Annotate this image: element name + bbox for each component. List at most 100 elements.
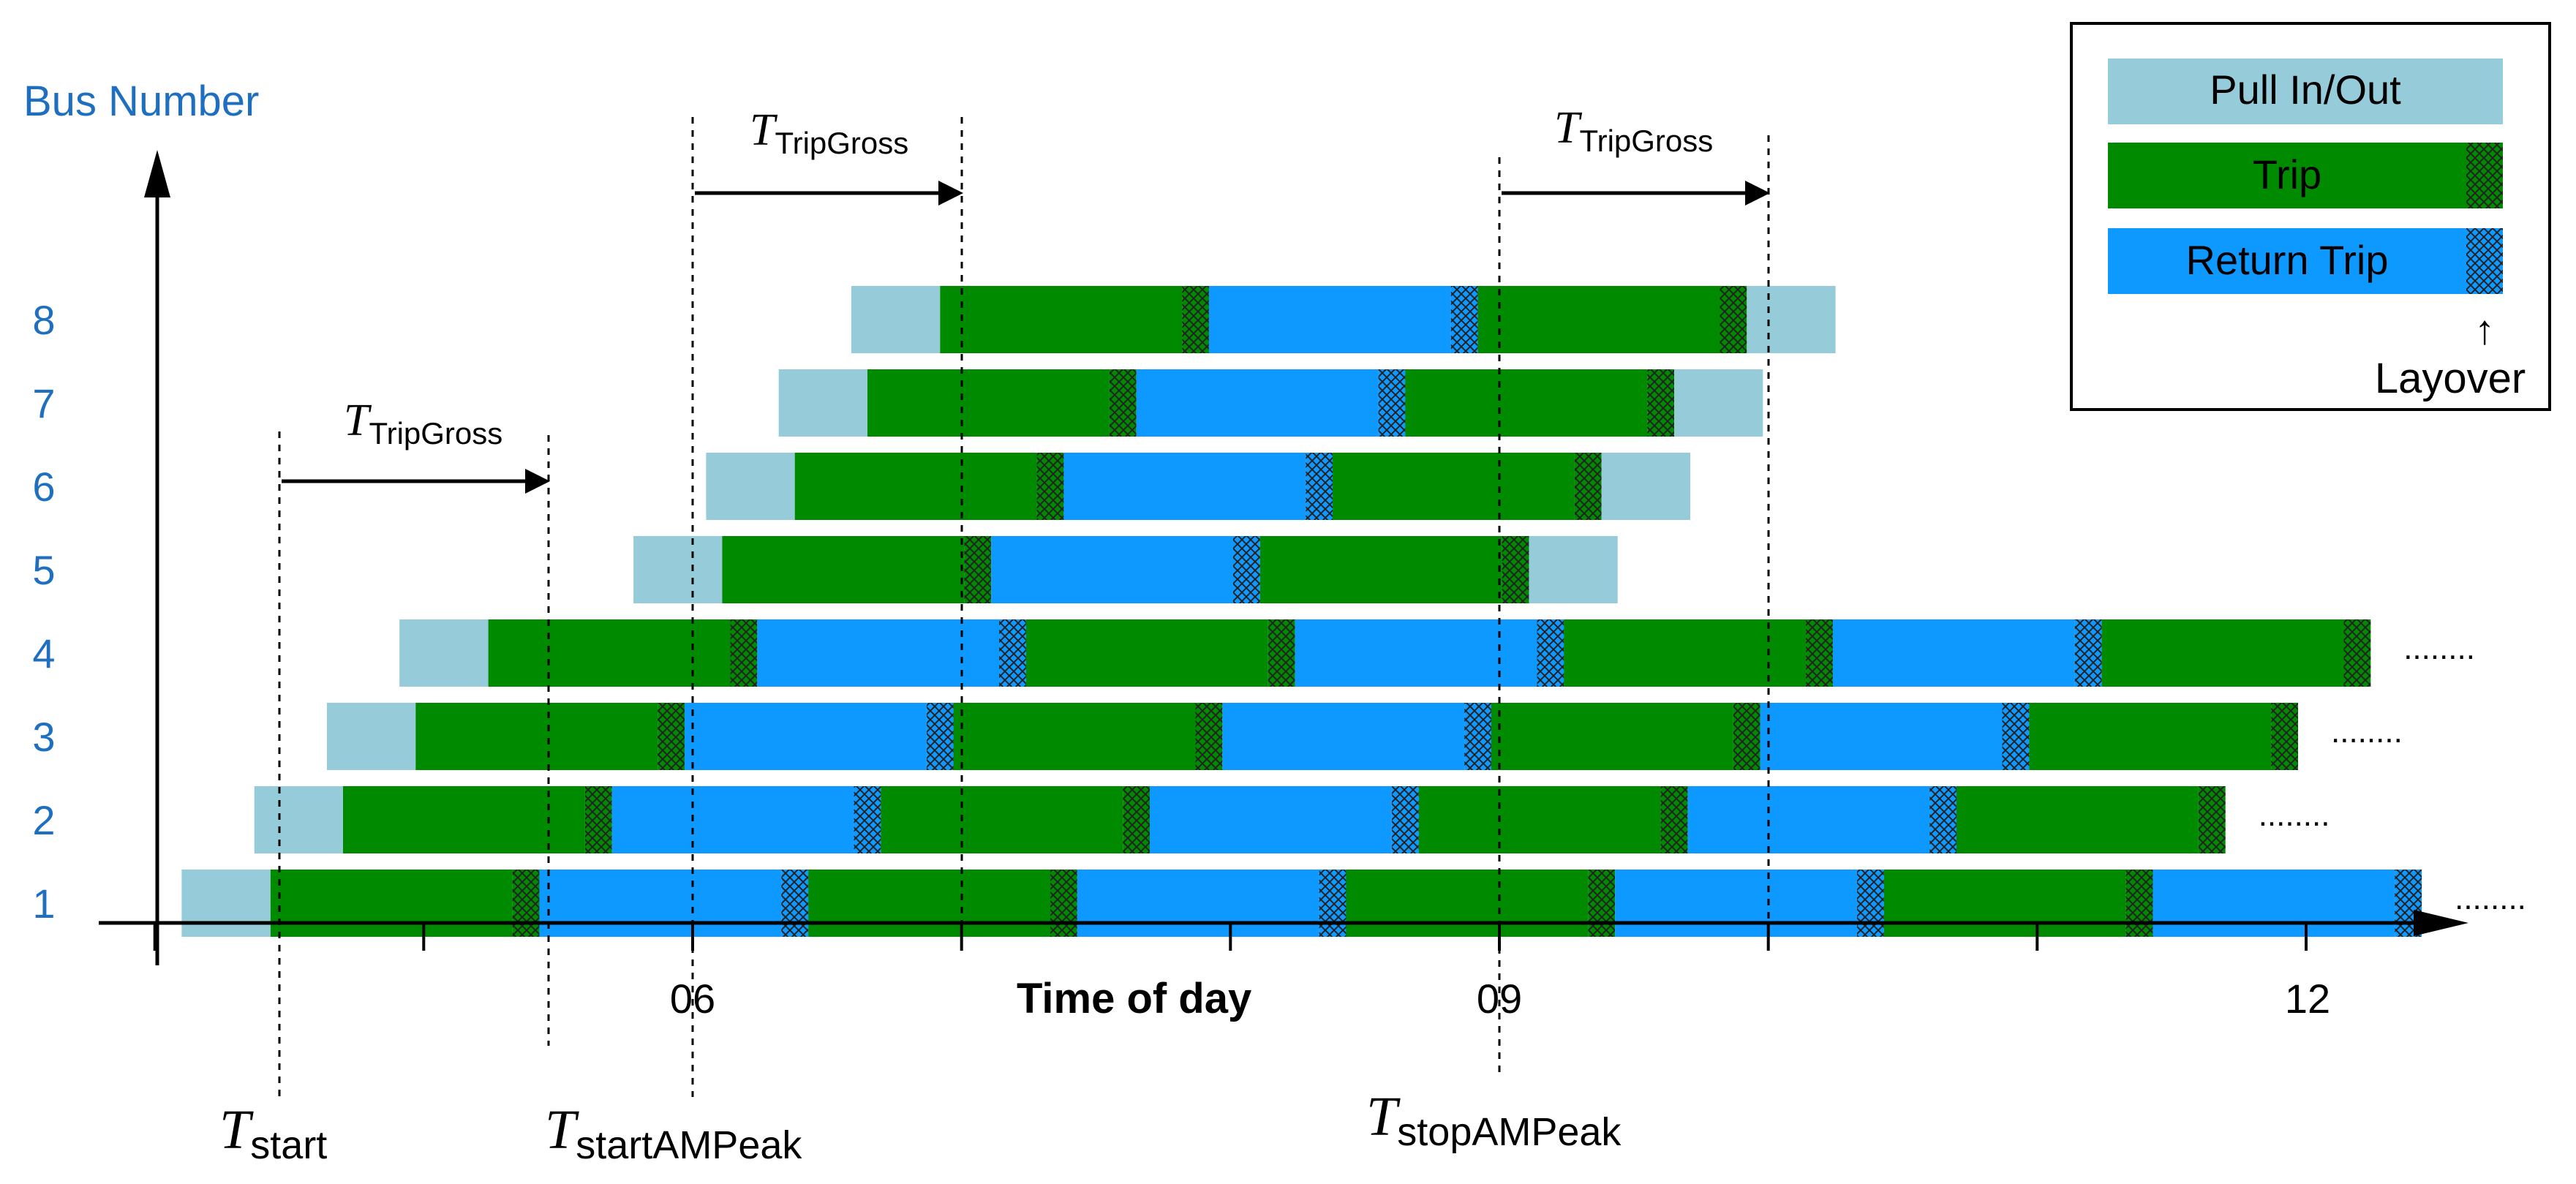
y-axis-arrowhead <box>144 150 170 197</box>
bus-row-3: ........ <box>327 703 2403 770</box>
return-trip-bar <box>1295 619 1537 687</box>
layover-bar <box>1319 870 1347 937</box>
legend-layover-return-hatch <box>2466 228 2503 294</box>
return-trip-bar <box>991 536 1233 603</box>
return-trip-bar <box>539 870 782 937</box>
trip-bar <box>2029 703 2272 770</box>
return-trip-bar <box>1077 870 1319 937</box>
return-trip-bar <box>611 786 854 853</box>
y-tick-label-7: 7 <box>32 380 55 426</box>
trip-bar <box>1418 786 1661 853</box>
pull-out-bar <box>327 703 416 770</box>
pull-out-bar <box>851 286 941 353</box>
pull-in-bar <box>1601 453 1690 520</box>
schedule-bars: ................................ <box>181 286 2526 937</box>
pull-out-bar <box>778 369 867 437</box>
return-trip-bar <box>1150 786 1392 853</box>
trip-bar <box>488 619 731 687</box>
trip-bar <box>953 703 1196 770</box>
trip-bar <box>2101 619 2344 687</box>
trip-gross-arrowhead-3 <box>1745 181 1770 205</box>
trip-gross-arrowhead-2 <box>938 181 963 205</box>
layover-bar <box>1036 453 1064 520</box>
layover-bar <box>1574 453 1602 520</box>
layover-bar <box>1857 870 1884 937</box>
layover-bar <box>1195 703 1223 770</box>
layover-bar <box>1050 870 1077 937</box>
return-trip-bar <box>1222 703 1465 770</box>
layover-bar <box>999 619 1026 687</box>
y-axis-tick-labels: 1 2 3 4 5 6 7 8 <box>32 297 55 927</box>
layover-bar <box>1720 286 1747 353</box>
trip-gross-label-2: TTripGross <box>750 105 908 160</box>
layover-bar <box>2125 870 2153 937</box>
pull-in-bar <box>1747 286 1836 353</box>
layover-bar <box>584 786 612 853</box>
continuation-dots: ........ <box>2403 630 2475 666</box>
trip-bar <box>1957 786 2199 853</box>
layover-bar <box>926 703 954 770</box>
pull-in-bar <box>1529 536 1618 603</box>
layover-bar <box>2002 703 2030 770</box>
continuation-dots: ........ <box>2331 714 2403 750</box>
time-marker-start: Tstart <box>219 1099 327 1167</box>
layover-bar <box>1647 369 1674 437</box>
axes <box>99 150 2468 965</box>
trip-bar <box>1346 870 1589 937</box>
layover-bar <box>1109 369 1137 437</box>
layover-bar <box>1464 703 1491 770</box>
bus-row-2: ........ <box>254 786 2330 853</box>
y-tick-label-3: 3 <box>32 714 55 760</box>
pull-in-bar <box>1674 369 1763 437</box>
layover-bar <box>658 703 685 770</box>
layover-bar <box>2271 703 2298 770</box>
time-marker-stop-am-peak: TstopAMPeak <box>1366 1086 1622 1154</box>
legend-label-return: Return Trip <box>2186 237 2389 283</box>
layover-bar <box>854 786 881 853</box>
layover-bar <box>2343 619 2371 687</box>
x-axis-title: Time of day <box>1017 975 1251 1022</box>
trip-bar <box>867 369 1110 437</box>
trip-bar <box>270 870 513 937</box>
layover-bar <box>1733 703 1760 770</box>
y-axis-title: Bus Number <box>23 78 259 125</box>
trip-gross-label-3: TTripGross <box>1554 103 1713 158</box>
layover-bar <box>1502 536 1529 603</box>
trip-bar <box>1477 286 1720 353</box>
legend-swatch-pull <box>2108 59 2503 124</box>
y-tick-label-2: 2 <box>32 797 55 843</box>
x-tick-label-12: 12 <box>2285 976 2330 1022</box>
trip-bar <box>1405 369 1648 437</box>
layover-bar <box>2074 619 2102 687</box>
bus-row-6 <box>706 453 1690 520</box>
y-tick-label-1: 1 <box>32 881 55 927</box>
pull-out-bar <box>706 453 795 520</box>
bus-row-4: ........ <box>399 619 2475 687</box>
trip-bar <box>1564 619 1807 687</box>
return-trip-bar <box>1208 286 1451 353</box>
layover-bar <box>1233 536 1260 603</box>
trip-bar <box>794 453 1037 520</box>
reference-lines <box>278 117 1770 1097</box>
trip-gross-arrowhead-1 <box>525 469 550 494</box>
layover-bar <box>512 870 540 937</box>
return-trip-bar <box>1136 369 1379 437</box>
layover-bar <box>2198 786 2226 853</box>
layover-bar <box>730 619 758 687</box>
layover-bar <box>1588 870 1616 937</box>
trip-bar <box>940 286 1183 353</box>
time-marker-start-am-peak: TstartAMPeak <box>545 1099 802 1167</box>
x-axis-arrowhead <box>2414 910 2468 936</box>
layover-bar <box>1378 369 1406 437</box>
legend: Pull In/Out Trip Return Trip ↑ Layover <box>2070 22 2551 411</box>
layover-bar <box>781 870 809 937</box>
trip-bar <box>1259 536 1502 603</box>
return-trip-bar <box>1615 870 1857 937</box>
return-trip-bar <box>1760 703 2003 770</box>
trip-bar <box>415 703 658 770</box>
bus-row-5 <box>633 536 1618 603</box>
layover-bar <box>1660 786 1688 853</box>
layover-bar <box>1450 286 1478 353</box>
return-trip-bar <box>1687 786 1930 853</box>
